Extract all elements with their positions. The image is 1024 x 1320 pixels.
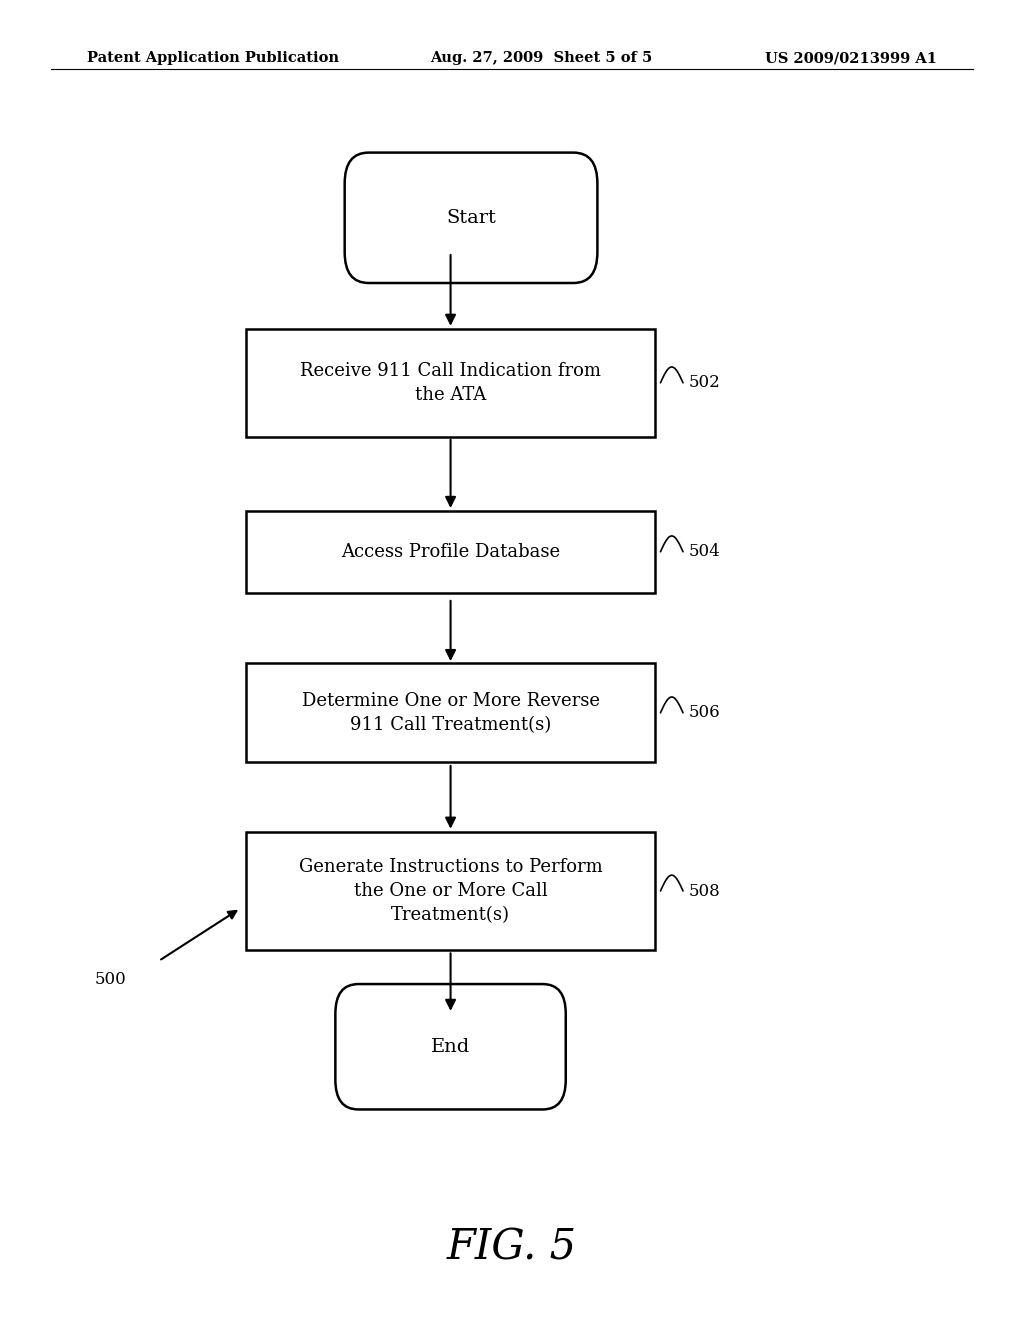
Bar bbox=[246, 832, 655, 950]
Text: 504: 504 bbox=[688, 544, 720, 560]
Bar bbox=[246, 329, 655, 437]
Text: End: End bbox=[431, 1038, 470, 1056]
Text: Patent Application Publication: Patent Application Publication bbox=[87, 51, 339, 65]
Bar bbox=[246, 511, 655, 593]
FancyBboxPatch shape bbox=[345, 153, 597, 282]
Text: Aug. 27, 2009  Sheet 5 of 5: Aug. 27, 2009 Sheet 5 of 5 bbox=[430, 51, 652, 65]
Text: 508: 508 bbox=[688, 883, 720, 899]
Bar bbox=[246, 663, 655, 762]
Text: Start: Start bbox=[446, 209, 496, 227]
FancyBboxPatch shape bbox=[335, 985, 565, 1109]
Text: Generate Instructions to Perform
the One or More Call
Treatment(s): Generate Instructions to Perform the One… bbox=[299, 858, 602, 924]
Text: Access Profile Database: Access Profile Database bbox=[341, 543, 560, 561]
Text: Receive 911 Call Indication from
the ATA: Receive 911 Call Indication from the ATA bbox=[300, 362, 601, 404]
Text: Determine One or More Reverse
911 Call Treatment(s): Determine One or More Reverse 911 Call T… bbox=[301, 692, 600, 734]
Text: 500: 500 bbox=[94, 972, 127, 987]
Text: 506: 506 bbox=[688, 705, 720, 721]
Text: FIG. 5: FIG. 5 bbox=[446, 1226, 578, 1269]
Text: 502: 502 bbox=[688, 375, 720, 391]
Text: US 2009/0213999 A1: US 2009/0213999 A1 bbox=[765, 51, 937, 65]
